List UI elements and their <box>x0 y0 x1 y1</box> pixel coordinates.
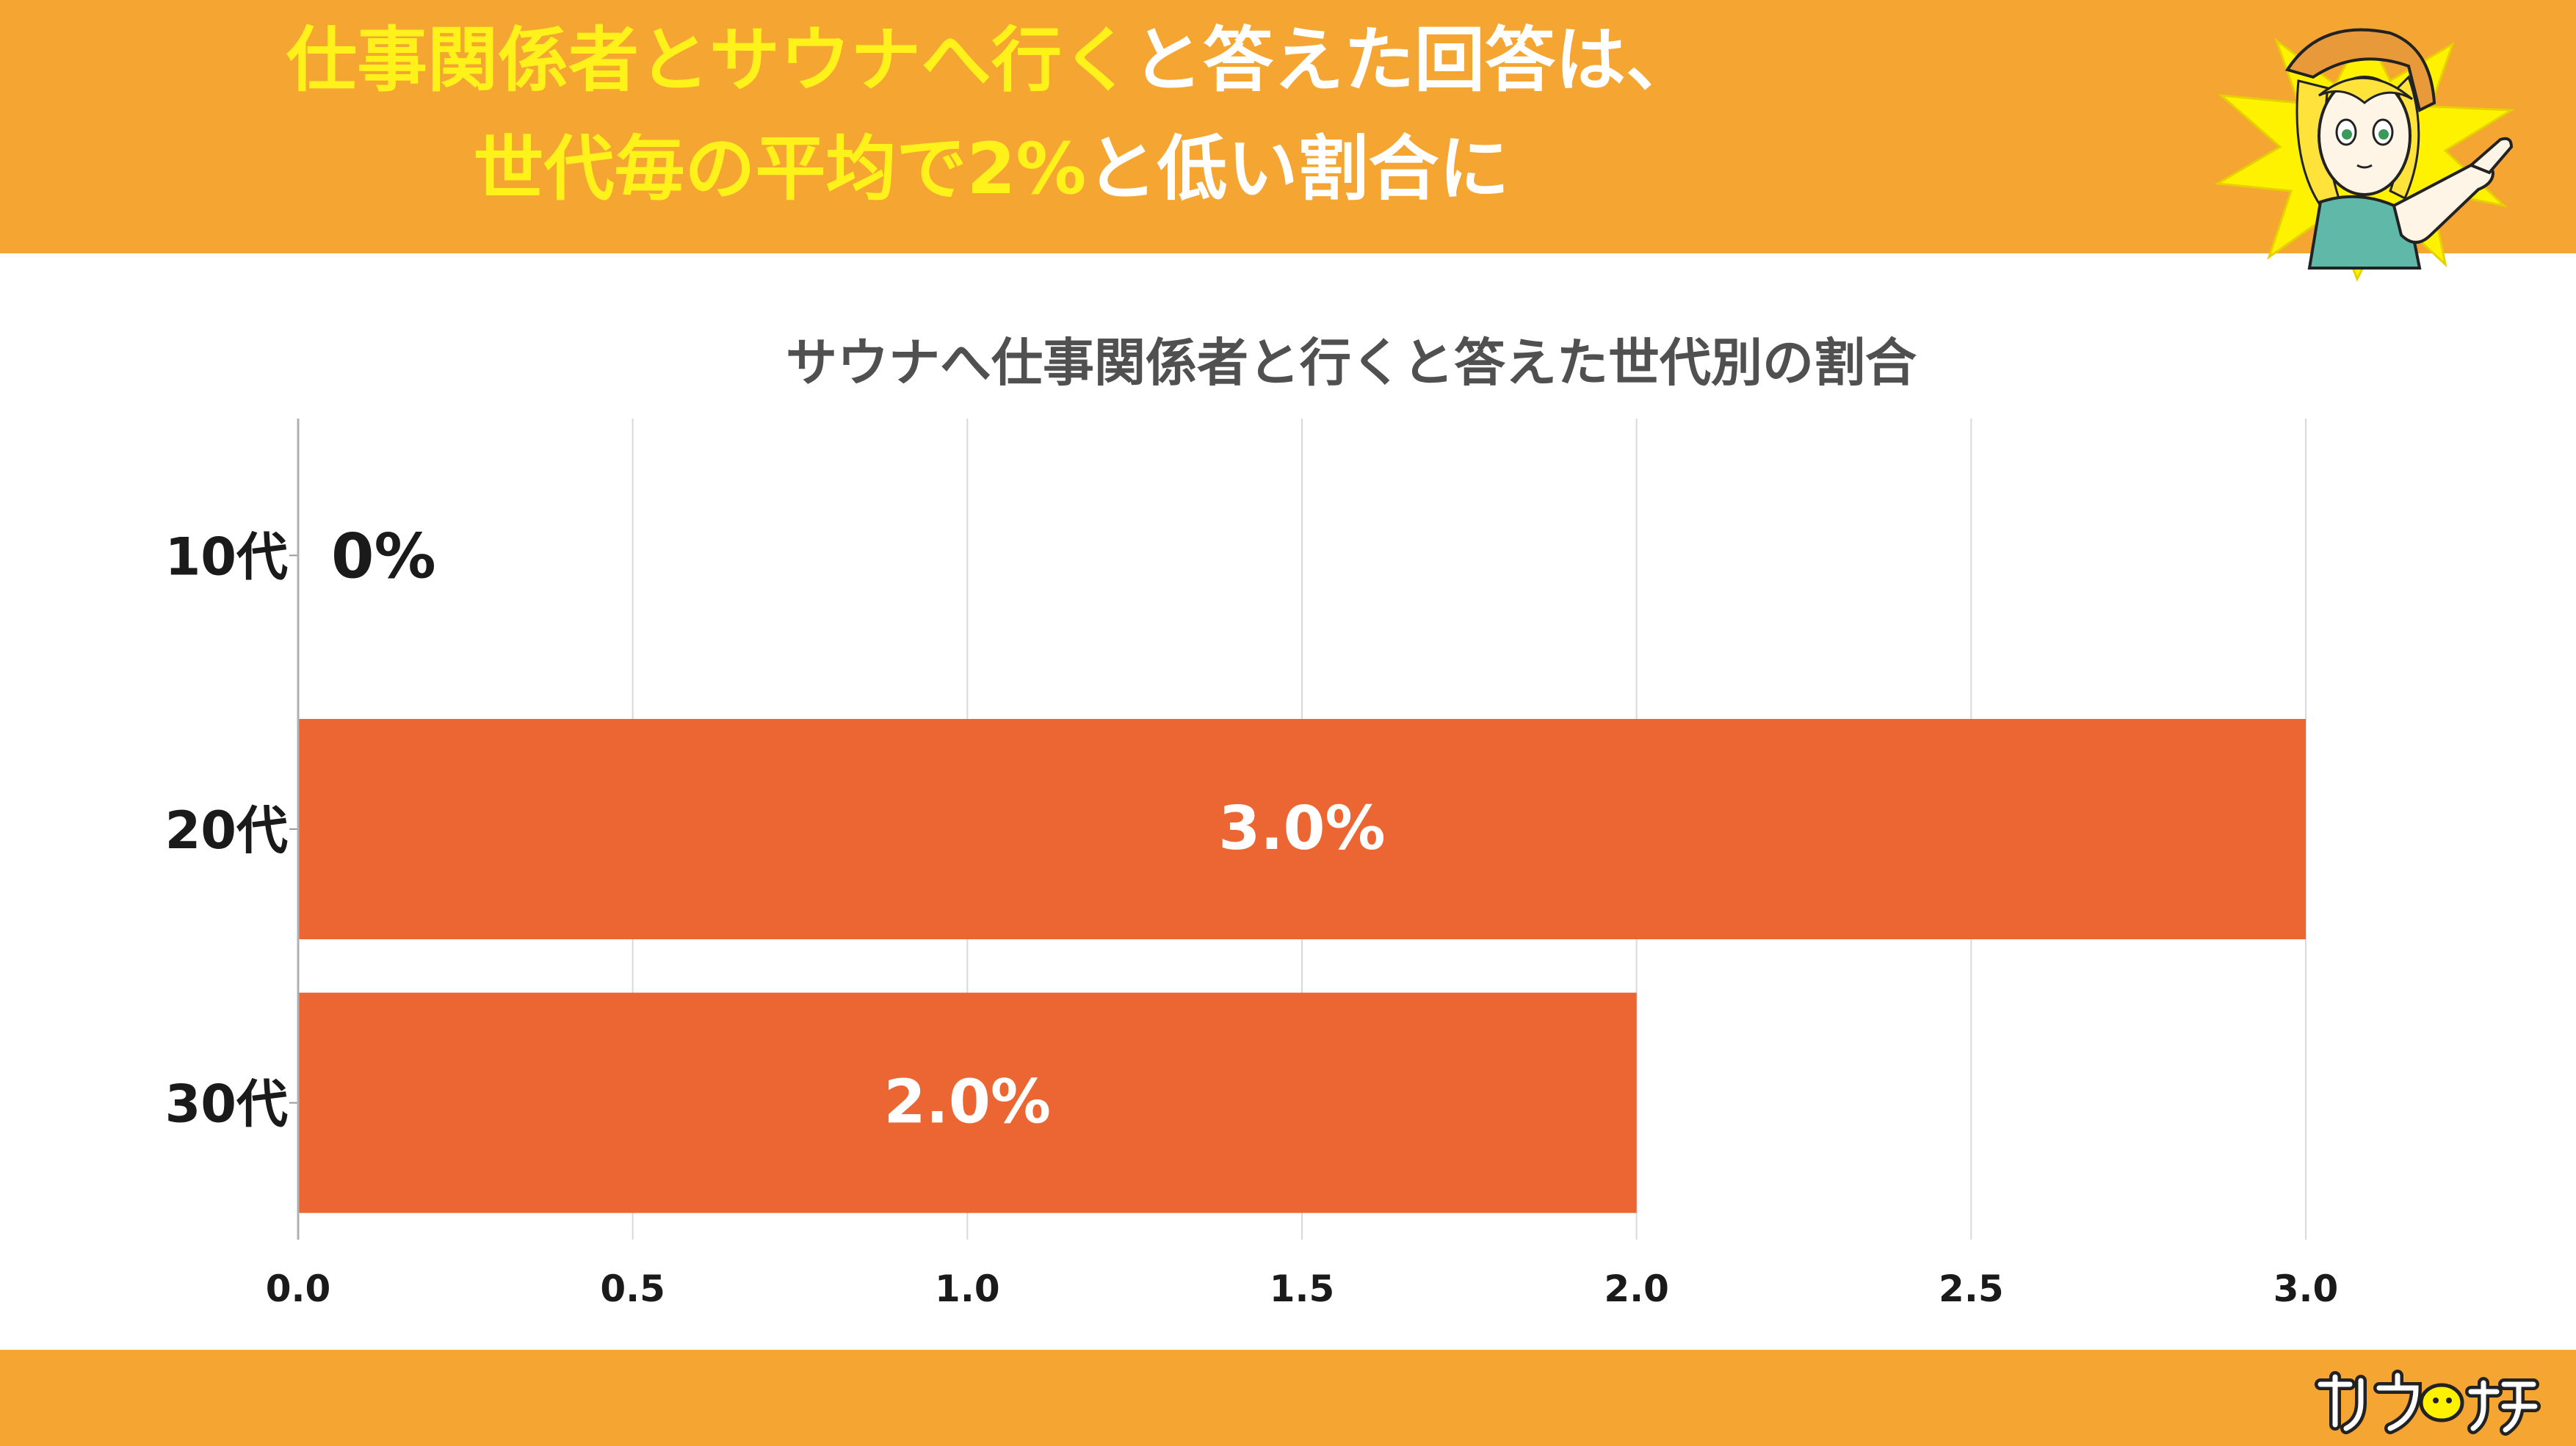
x-tick-label: 0.5 <box>600 1268 665 1310</box>
chart-title: サウナへ仕事関係者と行くと答えた世代別の割合 <box>786 333 1917 393</box>
headline-line-2: 世代毎の平均で2%と低い割合に <box>0 125 1983 213</box>
x-tick-label: 1.5 <box>1270 1268 1335 1310</box>
headline-line-2-rest: と低い割合に <box>1086 128 1510 210</box>
category-label: 30代 <box>165 1074 288 1135</box>
bar <box>298 992 1637 1213</box>
sauna-tech-logo-icon <box>2315 1370 2541 1436</box>
category-label: 20代 <box>165 800 288 861</box>
data-label: 2.0% <box>884 1068 1051 1138</box>
bar <box>298 719 2306 939</box>
data-label: 0% <box>331 520 436 592</box>
bars <box>298 719 2306 1213</box>
headline-line-1: 仕事関係者とサウナへ行くと答えた回答は、 <box>0 16 1983 104</box>
pointing-girl-mascot-icon <box>2214 26 2515 282</box>
headline-line-1-highlight: 仕事関係者とサウナへ行く <box>286 19 1132 101</box>
headline-line-2-highlight: 世代毎の平均で2% <box>473 128 1087 210</box>
x-tick-label: 1.0 <box>935 1268 1000 1310</box>
headline-line-1-rest: と答えた回答は、 <box>1132 19 1696 101</box>
x-tick-label: 2.0 <box>1604 1268 1669 1310</box>
category-label: 10代 <box>165 527 288 587</box>
x-tick-label: 3.0 <box>2273 1268 2339 1310</box>
footer-band <box>0 1350 2576 1446</box>
labels: 0.0 0.5 1.0 1.5 2.0 2.5 3.0 10代 0% 20代 3.0% 30代 2.0% <box>165 520 2339 1310</box>
x-tick-label: 0.0 <box>266 1268 331 1310</box>
header-band: 仕事関係者とサウナへ行くと答えた回答は、 世代毎の平均で2%と低い割合に <box>0 0 2576 253</box>
axes <box>289 419 300 1240</box>
data-label: 3.0% <box>1218 794 1385 864</box>
x-tick-label: 2.5 <box>1939 1268 2004 1310</box>
